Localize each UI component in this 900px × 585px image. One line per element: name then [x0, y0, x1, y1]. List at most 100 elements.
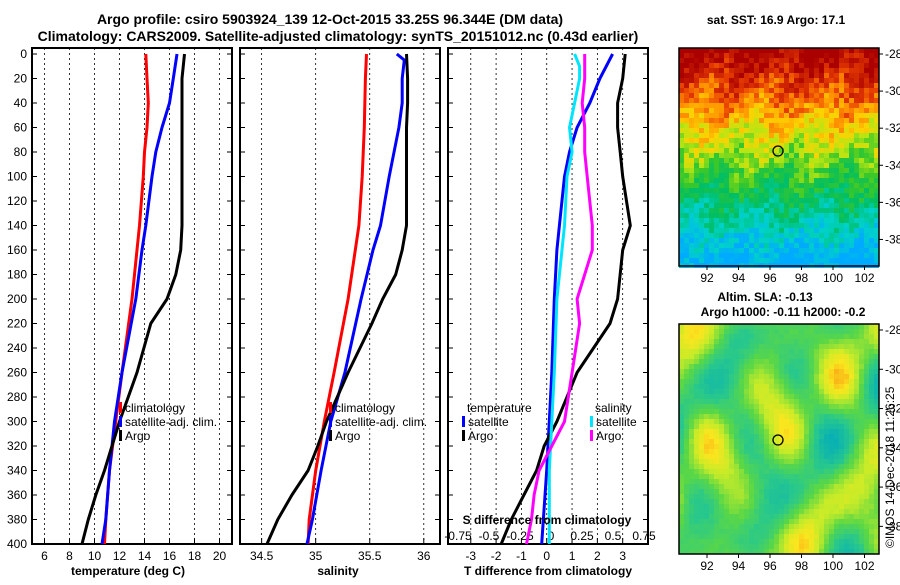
map-cell — [694, 539, 699, 544]
map-cell — [704, 424, 709, 429]
map-cell — [864, 324, 869, 329]
map-cell — [754, 143, 759, 148]
map-cell — [829, 549, 834, 554]
map-cell — [839, 68, 844, 73]
map-cell — [764, 103, 769, 108]
map-cell — [694, 544, 699, 549]
map-cell — [774, 459, 779, 464]
map-cell — [734, 73, 739, 78]
map-cell — [794, 419, 799, 424]
map-cell — [814, 58, 819, 63]
map-cell — [819, 178, 824, 183]
salinity-legend: climatology satellite-adj. clim. Argo — [329, 401, 427, 443]
map-cell — [759, 384, 764, 389]
map-cell — [719, 374, 724, 379]
map-cell — [689, 108, 694, 113]
map-cell — [729, 454, 734, 459]
map-cell — [819, 188, 824, 193]
map-cell — [754, 539, 759, 544]
map-cell — [784, 48, 789, 53]
map-cell — [824, 434, 829, 439]
map-cell — [784, 218, 789, 223]
map-cell — [689, 178, 694, 183]
map-cell — [864, 544, 869, 549]
map-cell — [724, 188, 729, 193]
map-cell — [694, 163, 699, 168]
map-cell — [689, 98, 694, 103]
map-cell — [809, 459, 814, 464]
map-cell — [764, 63, 769, 68]
map-cell — [749, 424, 754, 429]
map-cell — [789, 93, 794, 98]
map-cell — [824, 48, 829, 53]
map-cell — [839, 208, 844, 213]
map-cell — [779, 374, 784, 379]
map-cell — [714, 449, 719, 454]
map-cell — [774, 223, 779, 228]
map-cell — [874, 434, 879, 439]
map-cell — [819, 419, 824, 424]
map-cell — [739, 223, 744, 228]
map-cell — [874, 429, 879, 434]
map-cell — [784, 389, 789, 394]
map-cell — [789, 529, 794, 534]
map-cell — [769, 474, 774, 479]
map-cell — [769, 339, 774, 344]
map-cell — [789, 434, 794, 439]
map-cell — [779, 329, 784, 334]
map-cell — [874, 494, 879, 499]
map-cell — [854, 409, 859, 414]
map-cell — [774, 118, 779, 123]
map-cell — [829, 329, 834, 334]
map-cell — [859, 499, 864, 504]
map-cell — [749, 374, 754, 379]
map-cell — [809, 464, 814, 469]
map-cell — [779, 539, 784, 544]
map-cell — [774, 218, 779, 223]
map-cell — [779, 223, 784, 228]
map-cell — [739, 183, 744, 188]
map-cell — [759, 499, 764, 504]
map-cell — [684, 384, 689, 389]
map-cell — [844, 258, 849, 263]
map-cell — [824, 153, 829, 158]
map-cell — [754, 218, 759, 223]
map-cell — [789, 409, 794, 414]
map-cell — [734, 188, 739, 193]
x-top-tick-label: 0.25 — [570, 529, 594, 543]
map-cell — [814, 384, 819, 389]
map-cell — [874, 243, 879, 248]
map-cell — [714, 494, 719, 499]
map-cell — [779, 103, 784, 108]
map-cell — [764, 88, 769, 93]
y-tick-label: 320 — [7, 439, 27, 453]
map-cell — [689, 243, 694, 248]
map-cell — [819, 63, 824, 68]
map-cell — [794, 459, 799, 464]
map-cell — [849, 123, 854, 128]
map-cell — [874, 258, 879, 263]
map-cell — [874, 218, 879, 223]
map-cell — [784, 168, 789, 173]
map-cell — [749, 228, 754, 233]
map-cell — [789, 228, 794, 233]
map-cell — [789, 494, 794, 499]
map-cell — [779, 108, 784, 113]
map-cell — [734, 339, 739, 344]
map-cell — [754, 384, 759, 389]
map-cell — [779, 544, 784, 549]
map-cell — [829, 534, 834, 539]
map-cell — [699, 253, 704, 258]
map-cell — [759, 248, 764, 253]
map-cell — [689, 474, 694, 479]
map-cell — [834, 414, 839, 419]
map-cell — [759, 143, 764, 148]
map-cell — [724, 73, 729, 78]
map-cell — [729, 208, 734, 213]
map-cell — [794, 243, 799, 248]
map-cell — [874, 208, 879, 213]
map-cell — [739, 83, 744, 88]
map-cell — [754, 459, 759, 464]
map-cell — [679, 83, 684, 88]
map-cell — [734, 434, 739, 439]
